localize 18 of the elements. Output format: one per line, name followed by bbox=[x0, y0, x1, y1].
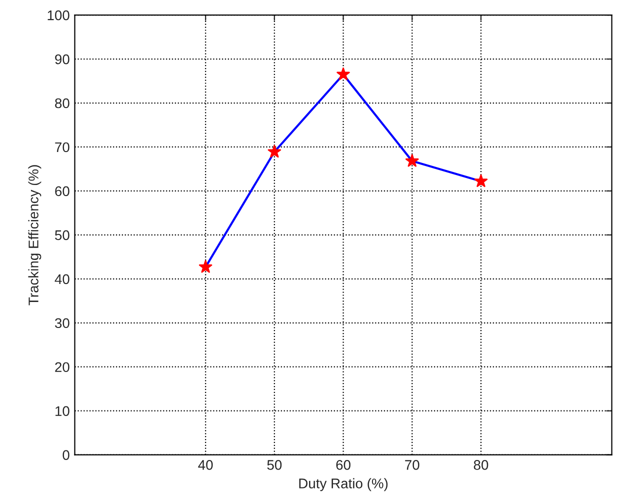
y-tick-label: 100 bbox=[48, 10, 70, 20]
y-tick-label: 50 bbox=[55, 230, 70, 240]
x-tick-label: 80 bbox=[474, 460, 488, 470]
y-tick-label: 60 bbox=[55, 186, 70, 196]
x-tick-label: 60 bbox=[336, 460, 350, 470]
y-tick-label: 90 bbox=[55, 54, 70, 64]
x-tick-label: 50 bbox=[267, 460, 282, 470]
x-tick-label: 40 bbox=[198, 460, 213, 470]
y-tick-label: 0 bbox=[62, 450, 70, 460]
y-axis-title: Tracking Efficiency (%) bbox=[28, 165, 42, 306]
y-tick-label: 80 bbox=[55, 98, 70, 108]
y-tick-label: 10 bbox=[56, 406, 70, 416]
y-tick-label: 40 bbox=[54, 274, 70, 284]
x-tick-label: 70 bbox=[405, 460, 420, 470]
x-axis-title: Duty Ratio (%) bbox=[299, 478, 388, 492]
y-tick-label: 30 bbox=[54, 318, 70, 328]
y-tick-label: 70 bbox=[55, 142, 70, 152]
y-tick-label: 20 bbox=[55, 362, 70, 372]
